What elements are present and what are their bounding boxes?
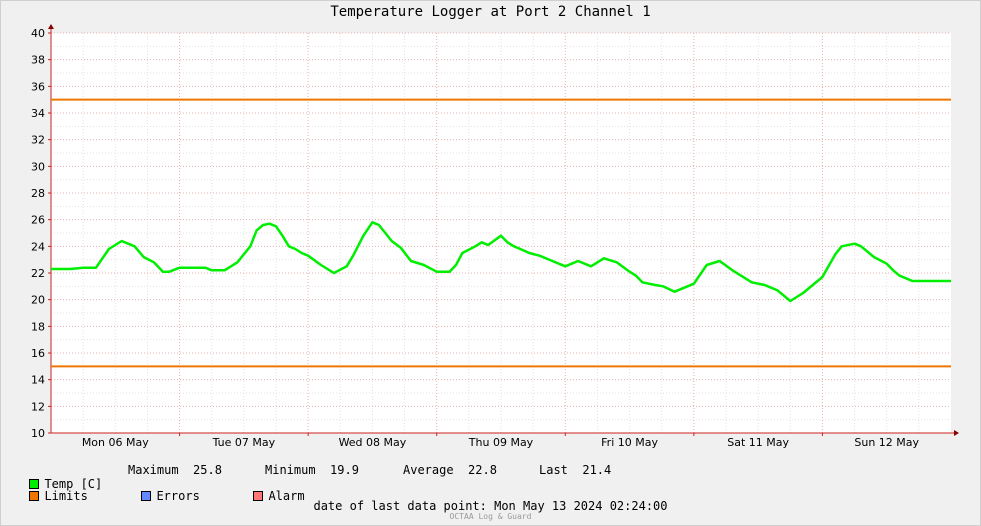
legend-temp-label: Temp [C] [44, 477, 103, 491]
stat-maximum-value: 25.8 [193, 463, 222, 477]
temperature-chart: 10 12 14 16 18 20 22 24 26 28 30 32 34 36 38 40 Mon 06 M… [31, 24, 959, 449]
stat-minimum: Minimum 19.9 [265, 463, 359, 477]
y-tick-label: 38 [31, 54, 45, 67]
x-tick-label: Thu 09 May [468, 436, 534, 449]
limits-swatch-icon [29, 491, 40, 501]
legend-temp: Temp [C] [15, 463, 102, 491]
brand-watermark: OCTAA Log & Guard [449, 512, 532, 521]
stat-last: Last 21.4 [539, 463, 611, 477]
y-tick-label: 36 [31, 80, 45, 93]
stat-last-label: Last [539, 463, 568, 477]
legend-errors: Errors [127, 475, 200, 503]
errors-swatch-icon [141, 491, 152, 501]
last-data-point-value: Mon May 13 2024 02:24:00 [494, 499, 668, 513]
y-tick-label: 34 [31, 107, 45, 120]
y-tick-label: 22 [31, 267, 45, 280]
y-tick-label: 14 [31, 374, 45, 387]
x-tick-label: Tue 07 May [212, 436, 276, 449]
stat-average-label: Average [403, 463, 454, 477]
y-tick-label: 30 [31, 160, 45, 173]
x-tick-label: Fri 10 May [601, 436, 658, 449]
y-tick-label: 26 [31, 214, 45, 227]
x-tick-label: Mon 06 May [82, 436, 149, 449]
legend-limits-label: Limits [44, 489, 88, 503]
last-data-point: date of last data point: Mon May 13 2024… [0, 499, 981, 513]
legend-limits: Limits [15, 475, 88, 503]
y-tick-label: 10 [31, 427, 45, 440]
y-axis-arrow-icon [48, 24, 54, 29]
y-tick-label: 32 [31, 134, 45, 147]
legend-errors-label: Errors [156, 489, 200, 503]
stat-maximum-label: Maximum [128, 463, 179, 477]
legend-alarm-label: Alarm [268, 489, 305, 503]
chart-title: Temperature Logger at Port 2 Channel 1 [330, 4, 651, 20]
y-tick-label: 28 [31, 187, 45, 200]
y-tick-label: 16 [31, 347, 45, 360]
x-tick-label: Wed 08 May [339, 436, 407, 449]
y-tick-label: 12 [31, 400, 45, 413]
x-axis-arrow-icon [954, 430, 959, 436]
stat-maximum: Maximum 25.8 [128, 463, 222, 477]
stat-minimum-label: Minimum [265, 463, 316, 477]
alarm-swatch-icon [253, 491, 264, 501]
stat-average-value: 22.8 [468, 463, 497, 477]
stat-average: Average 22.8 [403, 463, 497, 477]
temp-swatch-icon [29, 479, 40, 489]
stat-last-value: 21.4 [582, 463, 612, 477]
x-tick-label: Sat 11 May [727, 436, 789, 449]
y-tick-label: 20 [31, 294, 45, 307]
y-tick-label: 24 [31, 240, 45, 253]
last-data-point-label: date of last data point: [313, 499, 487, 513]
stat-minimum-value: 19.9 [330, 463, 359, 477]
temperature-series-line [51, 221, 951, 303]
y-tick-label: 18 [31, 320, 45, 333]
legend-alarm: Alarm [239, 475, 305, 503]
y-tick-label: 40 [31, 27, 45, 40]
x-tick-label: Sun 12 May [854, 436, 919, 449]
